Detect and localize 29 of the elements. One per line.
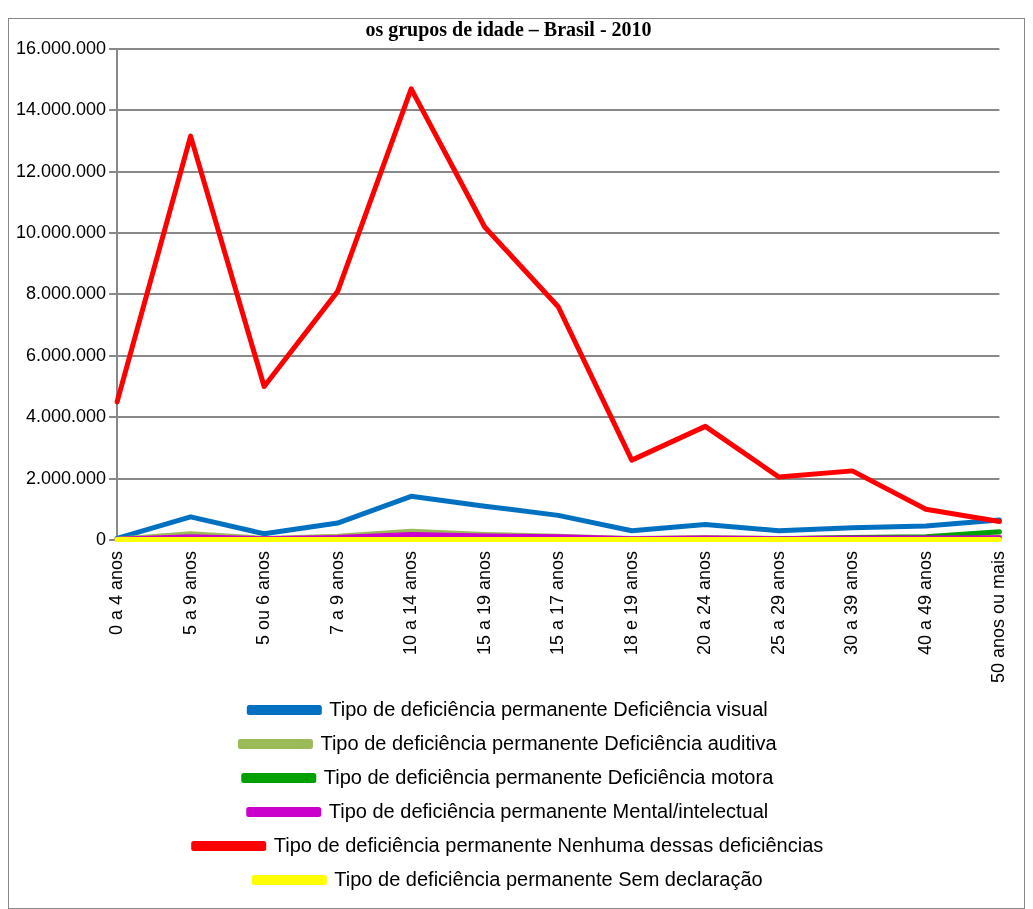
y-tick-label: 10.000.000	[15, 222, 107, 243]
x-tick-label: 0 a 4 anos	[106, 550, 127, 635]
legend-label: Tipo de deficiência permanente Nenhuma dessas deficiências	[273, 833, 824, 856]
x-tick-label: 15 a 17 anos	[547, 550, 568, 656]
y-tick-label: 12.000.000	[15, 160, 107, 181]
x-tick-label: 5 ou 6 anos	[253, 550, 274, 645]
y-tick-label: 4.000.000	[26, 406, 107, 427]
chart-title: os grupos de idade – Brasil - 2010	[365, 18, 652, 42]
legend-label: Tipo de deficiência permanente Deficiência visual	[329, 697, 768, 720]
x-tick-label: 40 a 49 anos	[914, 550, 935, 656]
x-tick-label: 25 a 29 anos	[767, 550, 788, 656]
x-tick-label: 18 e 19 anos	[620, 550, 641, 656]
y-tick-label: 0	[96, 528, 107, 549]
legend-label: Tipo de deficiência permanente Mental/intelectual	[328, 799, 769, 822]
legend-label: Tipo de deficiência permanente Deficiência motora	[323, 765, 775, 788]
y-tick-label: 6.000.000	[26, 344, 107, 365]
x-tick-label: 15 a 19 anos	[473, 550, 494, 656]
x-tick-label: 20 a 24 anos	[694, 550, 715, 656]
y-tick-label: 2.000.000	[26, 467, 107, 488]
x-tick-label: 7 a 9 anos	[326, 550, 347, 635]
x-tick-label: 50 anos ou mais	[988, 550, 1009, 684]
x-tick-label: 30 a 39 anos	[841, 550, 862, 656]
y-tick-label: 14.000.000	[15, 99, 107, 120]
y-tick-label: 16.000.000	[15, 37, 107, 58]
legend-label: Tipo de deficiência permanente Deficiência auditiva	[320, 731, 778, 754]
x-tick-label: 10 a 14 anos	[400, 550, 421, 656]
legend-label: Tipo de deficiência permanente Sem declaração	[334, 867, 763, 890]
x-tick-label: 5 a 9 anos	[179, 550, 200, 635]
y-tick-label: 8.000.000	[26, 283, 107, 304]
